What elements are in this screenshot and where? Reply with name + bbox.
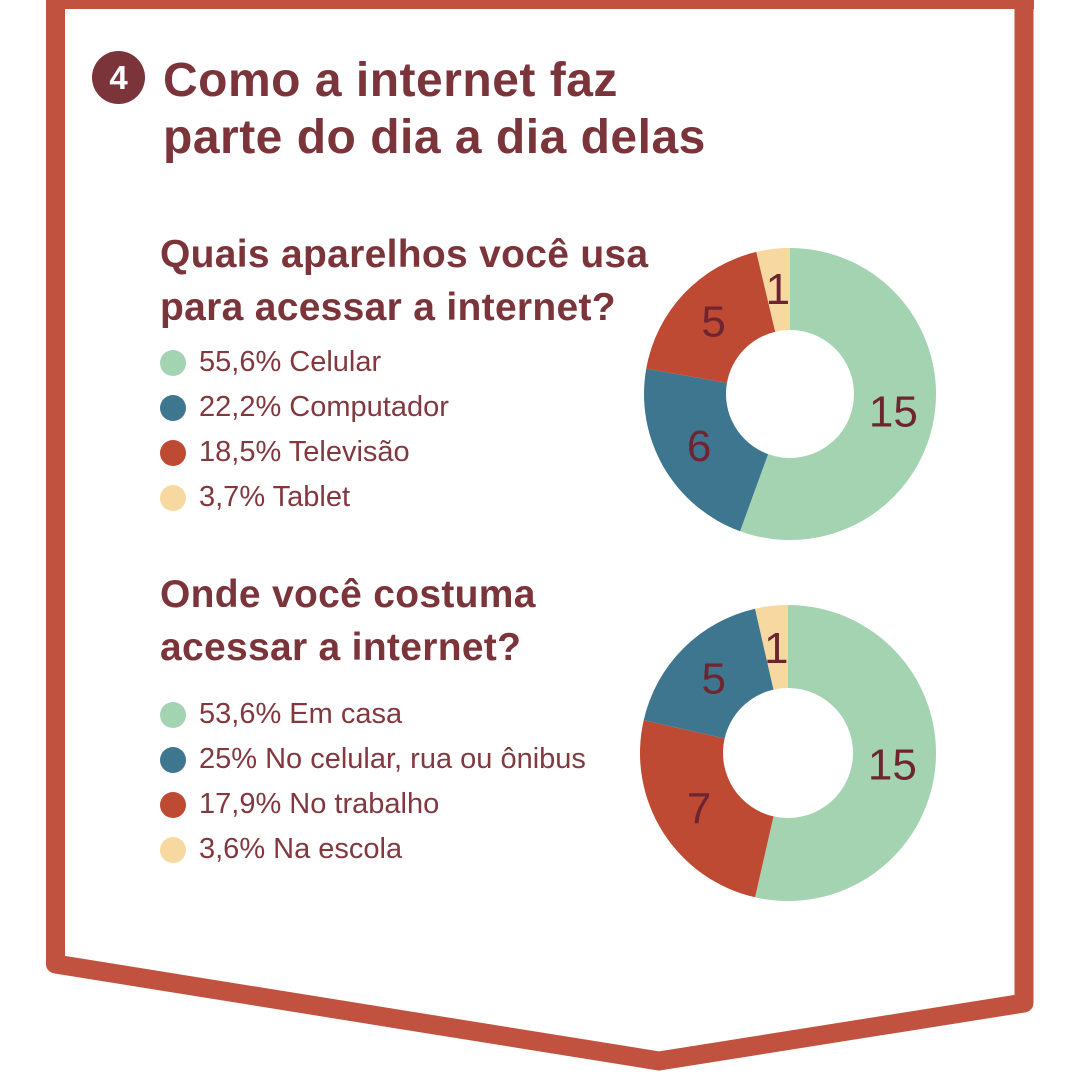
legend-swatch-icon [160,836,186,863]
slice-value-label: 15 [869,388,918,437]
donut-slice [643,608,774,739]
slice-value-label: 6 [687,422,711,471]
legend-item: 55,6% Celular [160,340,449,385]
question-places-line2: acessar a internet? [160,626,522,669]
question-places-line1: Onde você costuma [160,573,536,616]
legend-label: 22,2% Computador [199,391,449,423]
legend-label: 55,6% Celular [199,346,382,378]
legend-label: 53,6% Em casa [199,698,403,730]
legend-item: 53,6% Em casa [160,692,586,737]
legend-item: 25% No celular, rua ou ônibus [160,737,586,782]
slice-value-label: 5 [702,654,726,703]
legend-label: 3,7% Tablet [199,481,351,513]
legend-label: 25% No celular, rua ou ônibus [199,743,586,775]
donut-chart-devices: 15 6 51 [643,248,936,540]
legend-swatch-icon [160,484,186,511]
legend-swatch-icon [160,791,186,818]
slice-value-label: 1 [766,265,790,314]
question-places: Onde você costuma acessar a internet? [160,568,536,674]
legend-item: 3,7% Tablet [160,475,449,520]
legend-swatch-icon [160,349,186,376]
banner-border [46,0,1034,1071]
question-devices: Quais aparelhos você usa para acessar a i… [160,228,648,334]
page-title-line1: Como a internet faz [163,54,618,107]
slice-value-label: 1 [764,624,788,673]
slice-value-label: 5 [701,297,725,346]
question-devices-line1: Quais aparelhos você usa [160,233,649,276]
donut-slice [740,248,936,540]
legend-label: 17,9% No trabalho [199,788,440,820]
legend-swatch-icon [160,701,186,728]
slice-value-label: 15 [868,740,917,789]
donut-slice [646,251,776,383]
legend-label: 3,6% Na escola [199,833,403,865]
donut-slice [755,605,788,690]
legend-label: 18,5% Televisão [199,436,410,468]
page-title-line2: parte do dia a dia delas [163,111,706,164]
donut-slice [640,720,774,898]
banner-top-bar [46,0,1034,9]
legend-item: 22,2% Computador [160,385,449,430]
page-title: Como a internet faz parte do dia a dia de… [163,52,706,166]
section-number-badge: 4 [92,51,145,104]
legend-swatch-icon [160,746,186,773]
question-devices-line2: para acessar a internet? [160,286,616,329]
donut-chart-places: 15 7 51 [640,604,937,902]
legend-item: 18,5% Televisão [160,430,449,475]
legend-devices: 55,6% Celular 22,2% Computador 18,5% Tel… [160,340,449,520]
legend-item: 17,9% No trabalho [160,782,586,827]
legend-item: 3,6% Na escola [160,827,586,872]
slice-value-label: 7 [687,784,711,833]
donut-slice [755,604,937,902]
legend-places: 53,6% Em casa 25% No celular, rua ou ôni… [160,692,586,872]
donut-slice [756,248,790,332]
legend-swatch-icon [160,439,186,466]
donut-slice [643,368,769,532]
legend-swatch-icon [160,394,186,421]
